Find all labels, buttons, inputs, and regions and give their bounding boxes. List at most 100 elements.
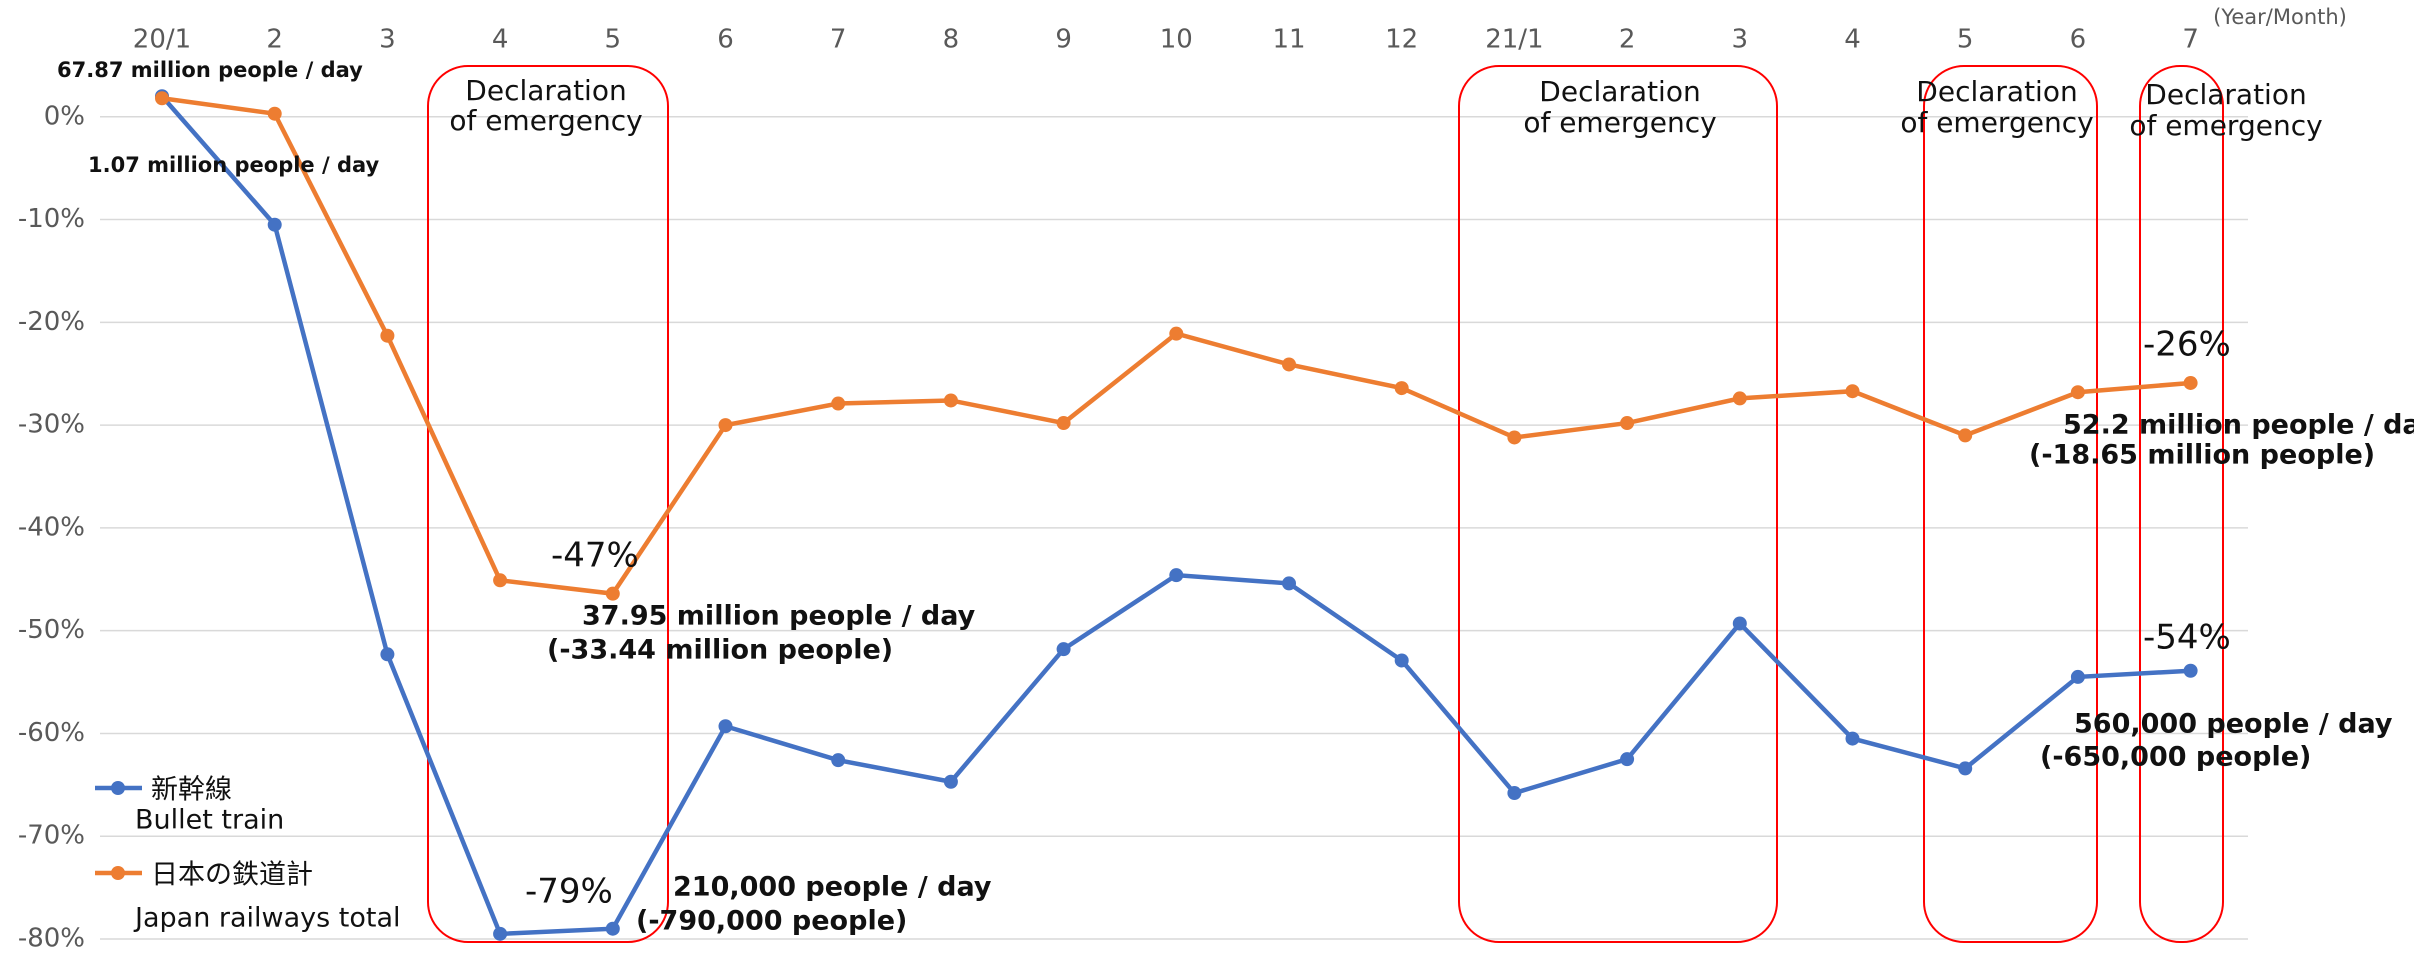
annotation: (-18.65 million people) [2029,440,2375,471]
x-tick-label: 7 [2182,25,2199,55]
data-point [1507,786,1522,801]
data-point [1958,428,1973,443]
x-tick-label: 11 [1272,25,1305,55]
annotation: 210,000 people / day [673,872,992,903]
x-tick-label: 4 [492,25,509,55]
x-tick-label: 3 [1732,25,1749,55]
data-point [380,328,395,343]
data-point [1056,416,1071,431]
data-point [1282,576,1296,591]
data-point [943,393,958,408]
x-tick-label: 20/1 [133,25,191,55]
data-point [1169,326,1184,341]
data-point [1282,357,1296,372]
annotation: (-790,000 people) [636,906,907,937]
emergency-label: Declaration [465,74,626,107]
y-tick-label: -70% [18,821,85,851]
emergency-label: Declaration [1916,75,2077,108]
data-point [1394,381,1409,396]
data-point [2070,385,2085,400]
series-line [161,96,2191,597]
emergency-box [1923,65,2098,943]
data-point [831,753,846,768]
emergency-label: Declaration [2145,78,2306,111]
y-tick-label: -30% [18,410,85,440]
data-point [1056,642,1071,657]
data-point [1732,616,1747,631]
annotation: 67.87 million people / day [57,58,363,82]
data-point [1958,761,1973,776]
data-point [155,91,169,106]
data-point [1732,391,1747,406]
x-tick-label: 21/1 [1485,25,1543,55]
annotation: -26% [2143,325,2231,365]
y-tick-label: -80% [18,924,85,953]
legend-label: Japan railways total [133,903,401,934]
annotation: 52.2 million people / day [2063,410,2414,441]
data-point [1507,430,1522,445]
data-point [267,106,282,121]
legend-label: Bullet train [135,805,284,836]
y-tick-label: -50% [18,615,85,645]
annotation: -54% [2143,618,2231,658]
data-point [380,647,395,662]
x-tick-label: 4 [1844,25,1861,55]
data-point [493,573,508,588]
emergency-box [2139,65,2224,943]
y-tick-label: 0% [44,101,85,131]
legend-marker [111,781,125,795]
y-tick-label: -10% [18,204,85,234]
data-point [2070,669,2085,684]
data-point [1845,384,1860,399]
x-tick-label: 5 [605,25,622,55]
data-point [718,719,733,734]
emergency-label: Declaration [1539,75,1700,108]
annotation: -47% [551,536,639,576]
x-tick-label: 9 [1055,25,1072,55]
x-tick-label: 10 [1160,25,1193,55]
x-tick-label: 5 [1957,25,1974,55]
y-tick-label: -60% [18,718,85,748]
annotation: 1.07 million people / day [88,153,380,177]
data-point [2183,663,2198,678]
data-point [1845,731,1860,746]
x-tick-label: 2 [1619,25,1636,55]
annotation: 560,000 people / day [2074,709,2393,740]
x-tick-label: 6 [717,25,734,55]
x-tick-label: 12 [1385,25,1418,55]
emergency-label: of emergency [1900,106,2093,139]
data-point [1620,752,1635,767]
data-point [267,217,282,232]
data-point [1394,653,1409,668]
annotation: -79% [525,872,613,912]
annotation: (-33.44 million people) [547,635,893,666]
data-point [1620,416,1635,431]
emergency-box [1458,65,1778,943]
data-point [831,396,846,411]
y-tick-label: -40% [18,512,85,542]
y-tick-label: -20% [18,307,85,337]
data-point [2183,375,2198,390]
data-point [943,774,958,789]
data-point [605,586,620,601]
data-point [718,418,733,433]
annotation: (-650,000 people) [2040,742,2311,773]
data-point [1169,568,1184,583]
emergency-label: of emergency [2129,109,2322,142]
x-tick-label: 8 [943,25,960,55]
emergency-box [427,65,669,943]
data-point [605,921,620,936]
annotation: 37.95 million people / day [582,601,976,632]
data-point [493,926,508,941]
x-tick-label: 6 [2070,25,2087,55]
x-axis-label: (Year/Month) [2213,5,2347,29]
emergency-label: of emergency [449,104,642,137]
x-tick-label: 2 [266,25,283,55]
legend-label: 新幹線 [151,775,232,806]
legend-label: 日本の鉄道計 [151,860,313,891]
legend-marker [111,866,125,880]
series-line [160,94,2191,937]
emergency-label: of emergency [1523,106,1716,139]
x-tick-label: 7 [830,25,847,55]
